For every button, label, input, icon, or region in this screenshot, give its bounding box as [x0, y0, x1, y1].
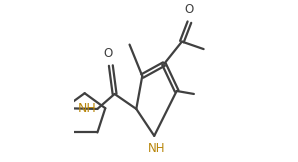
Text: O: O — [185, 3, 194, 16]
Text: O: O — [103, 46, 112, 60]
Text: NH: NH — [148, 142, 165, 155]
Text: NH: NH — [78, 102, 97, 115]
